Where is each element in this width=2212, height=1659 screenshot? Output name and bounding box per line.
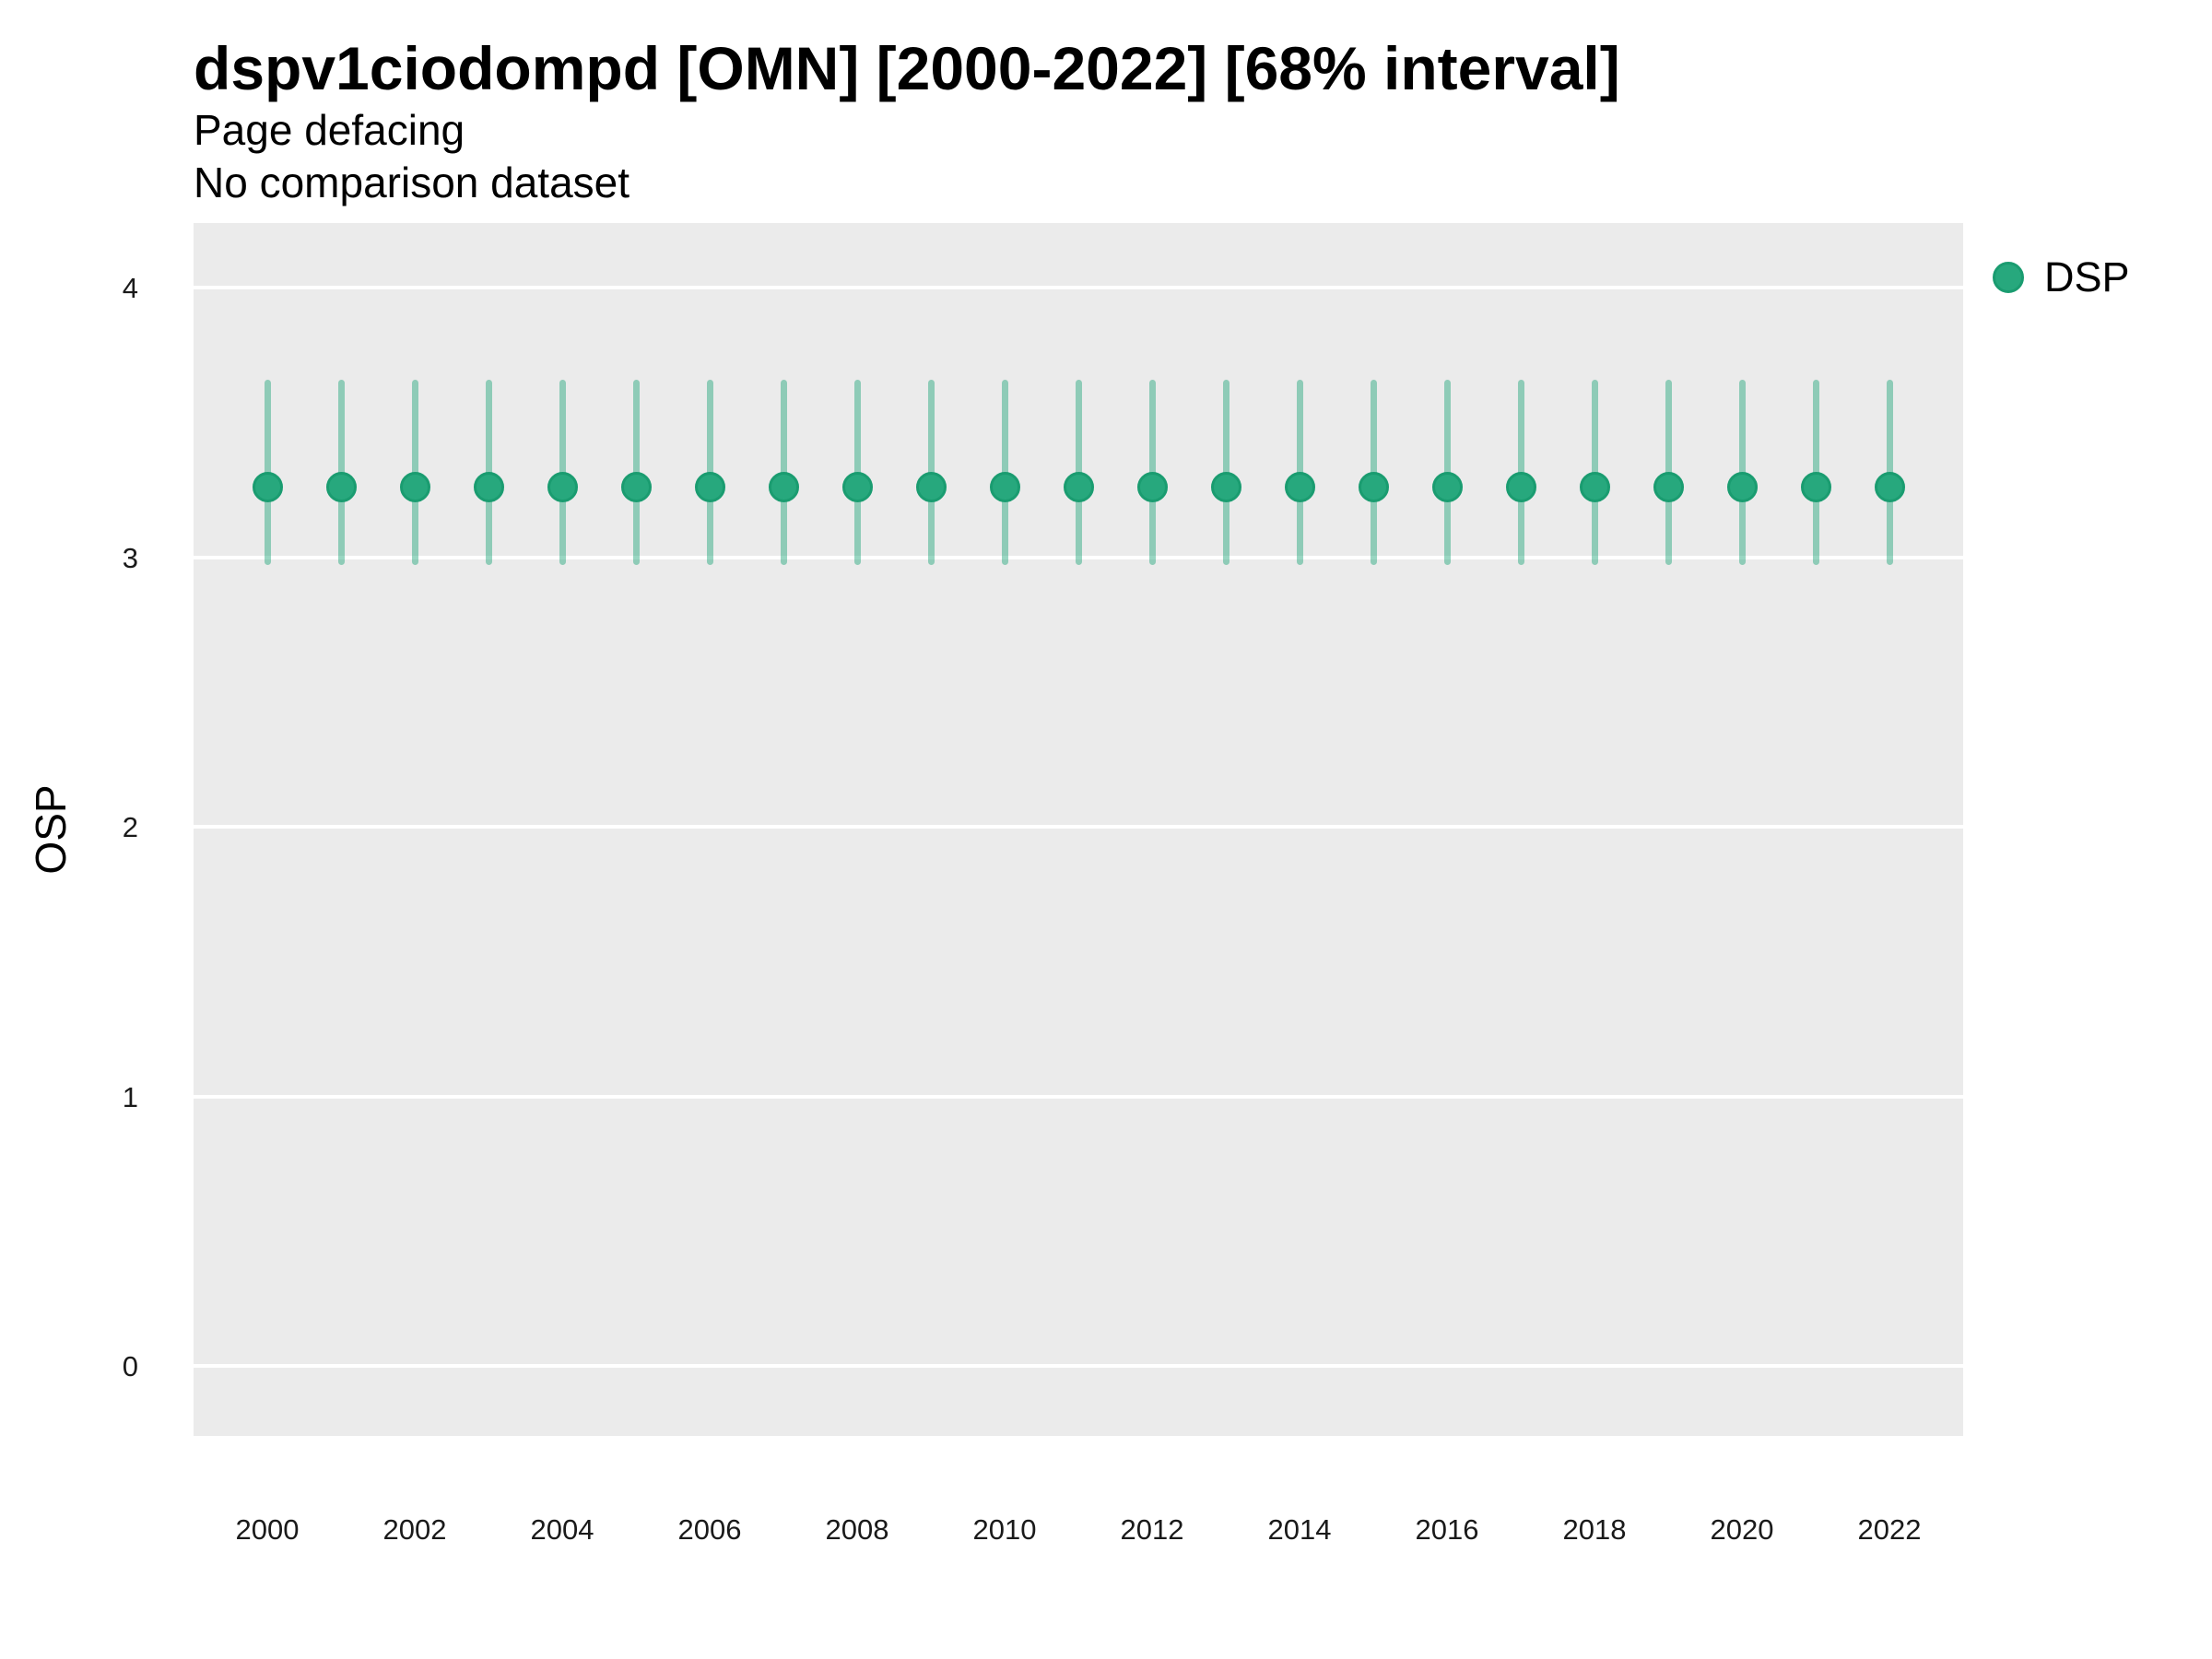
data-point xyxy=(841,472,873,503)
x-tick-label: 2014 xyxy=(1267,1513,1332,1546)
grid-line xyxy=(194,1363,1963,1368)
data-point xyxy=(1136,472,1168,503)
y-tick-label: 3 xyxy=(122,541,138,574)
x-tick-label: 2010 xyxy=(972,1513,1037,1546)
chart-note: No comparison dataset xyxy=(194,159,630,206)
data-point xyxy=(1800,472,1831,503)
data-point xyxy=(989,472,1020,503)
grid-line xyxy=(194,286,1963,290)
legend-point-icon xyxy=(1993,261,2024,293)
data-point xyxy=(1874,472,1905,503)
data-point xyxy=(399,472,430,503)
data-point xyxy=(1284,472,1315,503)
x-tick-label: 2004 xyxy=(530,1513,594,1546)
data-point xyxy=(1358,472,1389,503)
x-tick-label: 2002 xyxy=(382,1513,447,1546)
data-point xyxy=(1431,472,1463,503)
data-point xyxy=(1653,472,1684,503)
data-point xyxy=(694,472,725,503)
x-tick-label: 2022 xyxy=(1857,1513,1922,1546)
data-point xyxy=(325,472,357,503)
data-point xyxy=(620,472,652,503)
legend: DSP xyxy=(1993,256,2130,298)
data-point xyxy=(252,472,283,503)
data-point xyxy=(1063,472,1094,503)
legend-label: DSP xyxy=(2044,253,2130,300)
grid-line xyxy=(194,825,1963,830)
y-tick-label: 2 xyxy=(122,811,138,844)
y-tick-label: 1 xyxy=(122,1080,138,1113)
data-point xyxy=(547,472,578,503)
plot-panel xyxy=(194,223,1963,1436)
data-point xyxy=(1210,472,1241,503)
x-tick-label: 2016 xyxy=(1415,1513,1479,1546)
chart-title: dspv1ciodompd [OMN] [2000-2022] [68% int… xyxy=(194,34,1620,102)
x-tick-label: 2000 xyxy=(235,1513,300,1546)
data-point xyxy=(1579,472,1610,503)
x-tick-label: 2008 xyxy=(825,1513,889,1546)
data-point xyxy=(768,472,799,503)
grid-line xyxy=(194,555,1963,559)
chart-subtitle: Page defacing xyxy=(194,106,465,154)
data-point xyxy=(1726,472,1758,503)
x-tick-label: 2018 xyxy=(1562,1513,1627,1546)
data-point xyxy=(915,472,947,503)
x-tick-label: 2006 xyxy=(677,1513,742,1546)
data-point xyxy=(1505,472,1536,503)
x-tick-label: 2020 xyxy=(1710,1513,1774,1546)
y-tick-label: 0 xyxy=(122,1349,138,1382)
grid-line xyxy=(194,1094,1963,1099)
data-point xyxy=(473,472,504,503)
x-tick-label: 2012 xyxy=(1120,1513,1184,1546)
y-tick-label: 4 xyxy=(122,272,138,305)
